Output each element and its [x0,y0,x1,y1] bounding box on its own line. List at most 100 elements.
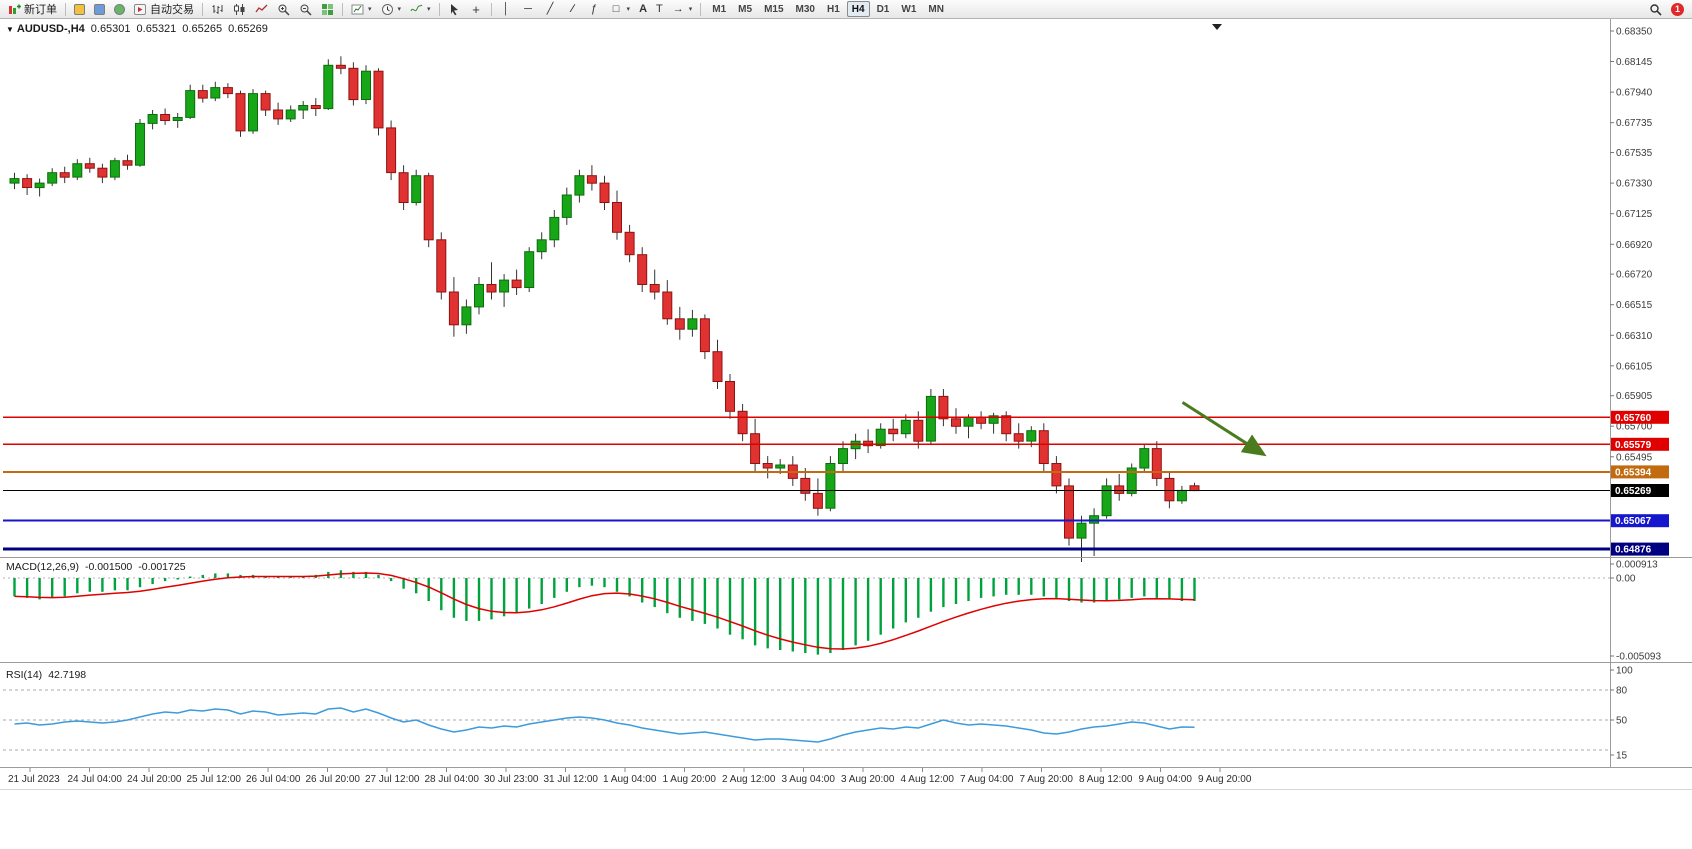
candle-chart-button[interactable] [229,1,250,18]
price-badge-label: 0.65394 [1615,467,1652,478]
candle-body [586,175,597,184]
candle [624,224,635,263]
chevron-down-icon: ▾ [397,6,402,13]
cursor-button[interactable] [444,1,465,18]
bar-chart-button[interactable] [207,1,228,18]
timeframe-button-m1[interactable]: M1 [707,1,731,17]
zoom-out-button[interactable] [295,1,316,18]
text-tool-button[interactable]: A [635,1,651,18]
market-watch-icon [94,3,105,15]
candle [536,232,547,260]
candle-body [976,416,987,424]
cursor-icon [448,3,461,16]
rsi-name: RSI(14) [6,669,43,681]
label-tool-button[interactable]: T [652,1,667,18]
candle-body [109,160,120,178]
channel-button[interactable]: ∕∕ [562,1,583,18]
search-button[interactable] [1645,1,1666,18]
candle-body [712,351,723,383]
candle [285,105,296,122]
candle-body [1076,522,1087,539]
timeframe-button-h4[interactable]: H4 [846,1,870,17]
trend-arrow[interactable] [1181,401,1267,457]
data-window-icon [74,3,85,15]
candle [273,102,284,125]
candle-body [1001,415,1012,435]
shapes-button[interactable]: □ ▾ [606,1,635,18]
candle [474,277,484,315]
navigator-button[interactable] [110,1,129,18]
candle-body [273,109,284,120]
price-scale-label: 0.67735 [1616,118,1653,129]
price-scale-label: 0.66720 [1616,270,1653,281]
candle-body [135,122,145,166]
candle [599,175,610,210]
profiles-button[interactable]: ▾ [377,1,406,18]
candle-body [197,90,208,99]
candle [850,433,861,460]
candle-body [1126,467,1137,494]
new-order-button[interactable]: 新订单 [4,1,61,18]
candle [436,232,447,300]
candle-body [323,64,334,110]
line-chart-icon [255,3,268,16]
price-scale-label: 0.67125 [1616,209,1653,220]
toolbar-separator [700,2,702,16]
timeframe-button-h1[interactable]: H1 [822,1,845,17]
candle [674,306,685,340]
candle [838,441,848,471]
indicators-button[interactable]: ▾ [406,1,435,18]
candle-body [561,194,572,218]
vertical-line-button[interactable]: │ [496,1,517,18]
candle [1101,478,1112,519]
time-axis-label: 7 Aug 20:00 [1020,774,1074,785]
candle-body [9,178,20,184]
timeframe-button-m5[interactable]: M5 [733,1,757,17]
candle [9,172,20,190]
candle [938,389,949,427]
candle [900,414,911,439]
horizontal-line-button[interactable]: ─ [518,1,539,18]
trendline-button[interactable]: ╱ [540,1,561,18]
candle [172,113,183,128]
auto-trading-icon [134,3,147,16]
one-click-trading-icon[interactable]: ▼ [6,25,14,34]
timeframe-button-mn[interactable]: MN [923,1,949,17]
crosshair-button[interactable]: + [466,1,487,18]
timeframe-button-m30[interactable]: M30 [791,1,820,17]
candle-body [147,114,158,124]
market-watch-button[interactable] [90,1,109,18]
timeframe-button-d1[interactable]: D1 [872,1,895,17]
timeframe-button-w1[interactable]: W1 [896,1,921,17]
data-window-button[interactable] [70,1,89,18]
new-chart-button[interactable]: ▾ [347,1,376,18]
line-chart-button[interactable] [251,1,272,18]
candle [687,309,698,337]
zoom-in-button[interactable] [273,1,294,18]
candle-body [160,114,171,121]
chart-shift-marker[interactable] [1212,24,1222,30]
timeframe-button-m15[interactable]: M15 [759,1,788,17]
price-scale-label: 0.67940 [1616,88,1653,99]
auto-trading-label: 自动交易 [150,4,194,16]
candle [812,478,823,516]
bar-chart-icon [211,3,224,16]
candle-body [524,251,535,288]
candle [888,418,899,442]
price-scale-label: 0.67535 [1616,148,1653,159]
notification-badge[interactable]: 1 [1671,2,1684,16]
candle [637,247,648,292]
price-badge [1611,410,1669,424]
price-scale-label: 0.68145 [1616,57,1653,68]
candle [1051,456,1062,494]
price-scale-label: 0.65495 [1616,452,1653,463]
macd-name: MACD(12,26,9) [6,561,79,573]
fibonacci-button[interactable]: ƒ [584,1,605,18]
auto-trading-button[interactable]: 自动交易 [130,1,198,18]
time-axis-label: 27 Jul 12:00 [365,774,420,785]
arrows-tool-button[interactable]: → ▾ [668,1,697,18]
tile-windows-button[interactable] [317,1,338,18]
zoom-out-icon [299,3,312,16]
candle-body [725,381,735,412]
